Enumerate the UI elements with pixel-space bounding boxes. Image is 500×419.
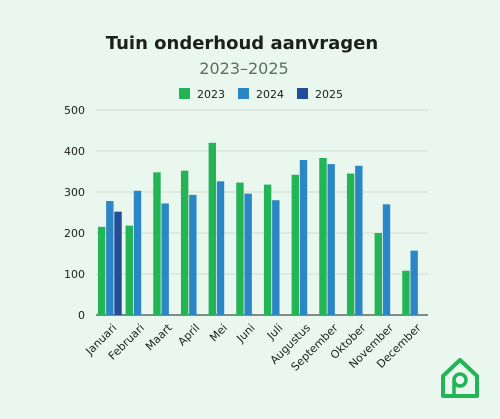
bar-2023-februari	[125, 225, 133, 315]
legend-label-2023: 2023	[197, 88, 225, 101]
bar-2024-oktober	[355, 165, 363, 315]
gridlines	[96, 109, 428, 316]
bar-2024-december	[410, 250, 418, 315]
bar-2024-maart	[161, 203, 169, 315]
bar-2023-september	[319, 157, 327, 315]
chart-subtitle: 2023–2025	[199, 59, 288, 78]
legend-swatch-2025	[297, 88, 308, 99]
bar-2023-januari	[97, 226, 106, 315]
y-tick-label: 400	[64, 145, 85, 158]
x-tick-label: April	[175, 321, 202, 348]
bar-2024-april	[189, 194, 197, 315]
bar-2023-december	[402, 270, 410, 315]
bars	[97, 142, 418, 315]
house-key-logo-icon	[441, 358, 479, 398]
legend-label-2024: 2024	[256, 88, 284, 101]
x-tick-label: Mei	[207, 321, 230, 344]
y-axis: 0 100 200 300 400 500	[64, 104, 85, 322]
bar-2024-januari	[106, 201, 114, 315]
legend-swatch-2023	[179, 88, 190, 99]
bar-2024-juli	[272, 200, 280, 315]
y-tick-label: 500	[64, 104, 85, 117]
bar-2023-augustus	[291, 174, 299, 315]
bar-2023-juni	[236, 182, 244, 315]
bar-2024-februari	[133, 190, 142, 315]
bar-2025-januari	[114, 211, 122, 315]
legend: 2023 2024 2025	[179, 88, 343, 101]
bar-2023-april	[180, 170, 189, 315]
bar-2023-oktober	[346, 173, 355, 315]
x-tick-label: Juli	[264, 321, 285, 342]
y-tick-label: 300	[64, 186, 85, 199]
x-tick-label: Maart	[143, 321, 175, 353]
bar-2023-mei	[208, 142, 216, 315]
bar-2023-november	[374, 233, 382, 315]
chart-title: Tuin onderhoud aanvragen	[106, 33, 378, 54]
bar-2024-juni	[244, 193, 252, 315]
legend-swatch-2024	[238, 88, 249, 99]
y-tick-label: 100	[64, 268, 85, 281]
y-tick-label: 200	[64, 227, 85, 240]
bar-2024-november	[382, 204, 391, 315]
bar-2024-mei	[216, 181, 225, 315]
bar-2024-september	[327, 164, 335, 315]
bar-2023-juli	[263, 184, 272, 315]
bar-2023-maart	[153, 172, 161, 315]
legend-label-2025: 2025	[315, 88, 343, 101]
y-tick-label: 0	[78, 309, 85, 322]
x-tick-label: Juni	[234, 321, 258, 345]
bar-2024-augustus	[299, 160, 308, 315]
